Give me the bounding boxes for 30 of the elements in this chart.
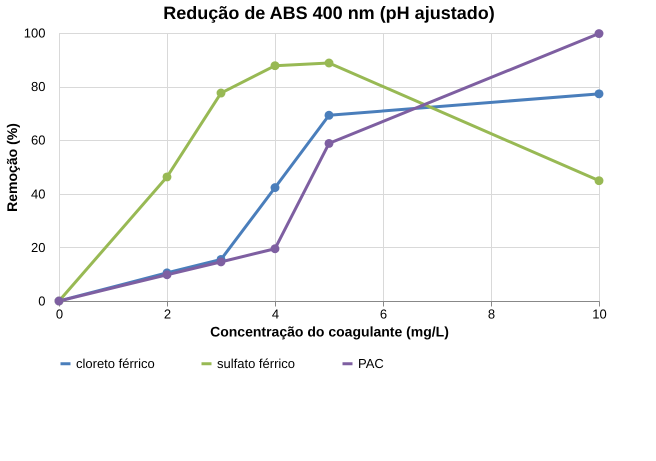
y-tick-label: 20 [31,240,46,255]
y-tick-label: 40 [31,186,46,202]
legend-label: sulfato férrico [217,356,296,371]
y-tick-label: 100 [24,26,46,40]
legend-label: cloreto férrico [76,356,155,371]
point [270,244,280,254]
point [324,110,334,120]
point [594,29,604,38]
chart-title: Redução de ABS 400 nm (pH ajustado) [163,3,495,23]
x-tick-label: 6 [380,306,388,322]
point [324,58,334,68]
point [216,257,226,266]
point [270,183,280,192]
y-tick-label: 60 [31,132,46,148]
point [216,88,226,98]
y-axis-title: Remoção (%) [4,123,20,212]
x-tick-label: 0 [56,306,64,322]
point [594,176,604,186]
x-tick-label: 4 [272,306,280,322]
point [594,89,604,98]
point [324,138,334,148]
x-tick-label: 10 [592,306,607,322]
legend-label: PAC [358,356,384,371]
x-tick-label: 2 [164,306,172,322]
x-axis-title: Concentração do coagulante (mg/L) [210,324,449,340]
y-tick-label: 0 [38,294,46,308]
point [162,172,172,182]
point [270,61,280,70]
x-tick-label: 8 [488,306,496,322]
y-tick-label: 80 [31,79,46,94]
